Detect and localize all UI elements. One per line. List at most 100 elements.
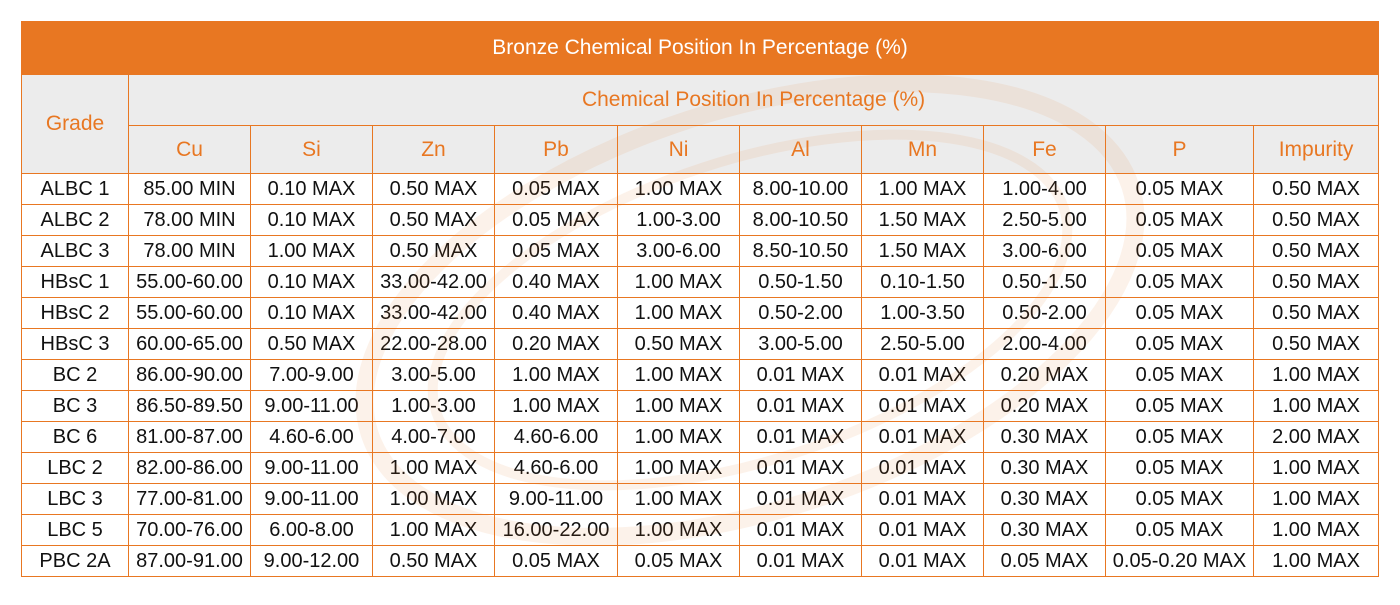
value-cell: 60.00-65.00 [128,328,251,360]
value-cell: 1.00 MAX [1252,545,1380,577]
grade-cell: HBsC 2 [21,297,129,329]
value-cell: 8.50-10.50 [739,235,862,267]
value-cell: 0.50 MAX [1252,204,1380,236]
table-row: LBC 5 70.00-76.00 6.00-8.00 1.00 MAX 16.00-2… [21,514,1380,546]
value-cell: 4.00-7.00 [372,421,495,453]
value-cell: 0.05 MAX [494,204,618,236]
grade-cell: ALBC 3 [21,235,129,267]
value-cell: 82.00-86.00 [128,452,251,484]
column-header-impurity: Impurity [1252,125,1380,174]
value-cell: 1.00 MAX [1252,514,1380,546]
value-cell: 2.00-4.00 [983,328,1106,360]
value-cell: 0.50 MAX [1252,297,1380,329]
value-cell: 0.50 MAX [617,328,740,360]
value-cell: 1.50 MAX [861,235,984,267]
value-cell: 2.50-5.00 [861,328,984,360]
value-cell: 1.00 MAX [617,514,740,546]
value-cell: 3.00-5.00 [739,328,862,360]
table-row: BC 2 86.00-90.00 7.00-9.00 3.00-5.00 1.00 MA… [21,359,1380,391]
value-cell: 0.10 MAX [250,204,373,236]
grade-cell: LBC 5 [21,514,129,546]
value-cell: 1.00-3.50 [861,297,984,329]
value-cell: 0.05 MAX [1105,204,1254,236]
value-cell: 1.00 MAX [861,173,984,205]
value-cell: 1.00 MAX [617,421,740,453]
column-header-fe: Fe [983,125,1106,174]
value-cell: 0.50 MAX [372,173,495,205]
value-cell: 1.00 MAX [617,266,740,298]
value-cell: 0.05 MAX [1105,235,1254,267]
value-cell: 0.05 MAX [1105,173,1254,205]
value-cell: 0.01 MAX [739,514,862,546]
value-cell: 1.00 MAX [617,452,740,484]
value-cell: 0.05 MAX [494,173,618,205]
value-cell: 9.00-11.00 [250,483,373,515]
grade-cell: BC 3 [21,390,129,422]
value-cell: 9.00-11.00 [494,483,618,515]
column-header-ni: Ni [617,125,740,174]
value-cell: 0.05 MAX [1105,328,1254,360]
bronze-table-container: Bronze Chemical Position In Percentage (… [20,21,1380,577]
grade-cell: PBC 2A [21,545,129,577]
value-cell: 1.00-3.00 [372,390,495,422]
value-cell: 7.00-9.00 [250,359,373,391]
value-cell: 0.10 MAX [250,297,373,329]
value-cell: 8.00-10.00 [739,173,862,205]
value-cell: 0.50-1.50 [983,266,1106,298]
value-cell: 1.00 MAX [617,390,740,422]
value-cell: 4.60-6.00 [494,421,618,453]
value-cell: 1.50 MAX [861,204,984,236]
value-cell: 77.00-81.00 [128,483,251,515]
value-cell: 3.00-5.00 [372,359,495,391]
table-title: Bronze Chemical Position In Percentage (… [20,21,1380,75]
value-cell: 0.05 MAX [494,545,618,577]
table-row: HBsC 1 55.00-60.00 0.10 MAX 33.00-42.00 0.40… [21,266,1380,298]
value-cell: 9.00-11.00 [250,452,373,484]
value-cell: 0.05 MAX [1105,359,1254,391]
value-cell: 0.05 MAX [1105,514,1254,546]
value-cell: 0.01 MAX [739,545,862,577]
value-cell: 0.01 MAX [861,545,984,577]
value-cell: 0.30 MAX [983,452,1106,484]
bronze-composition-table: Bronze Chemical Position In Percentage (… [20,21,1380,577]
grade-cell: HBsC 1 [21,266,129,298]
value-cell: 0.50 MAX [1252,266,1380,298]
table-row: BC 3 86.50-89.50 9.00-11.00 1.00-3.00 1.00 M… [21,390,1380,422]
column-header-si: Si [250,125,373,174]
value-cell: 0.05 MAX [1105,390,1254,422]
value-cell: 0.50 MAX [1252,173,1380,205]
value-cell: 9.00-12.00 [250,545,373,577]
grade-cell: ALBC 2 [21,204,129,236]
value-cell: 0.01 MAX [739,483,862,515]
table-row: HBsC 3 60.00-65.00 0.50 MAX 22.00-28.00 0.20… [21,328,1380,360]
value-cell: 0.05 MAX [983,545,1106,577]
value-cell: 33.00-42.00 [372,266,495,298]
value-cell: 0.20 MAX [494,328,618,360]
column-header-zn: Zn [372,125,495,174]
value-cell: 8.00-10.50 [739,204,862,236]
value-cell: 4.60-6.00 [250,421,373,453]
value-cell: 86.00-90.00 [128,359,251,391]
value-cell: 33.00-42.00 [372,297,495,329]
value-cell: 0.05 MAX [1105,266,1254,298]
value-cell: 1.00 MAX [1252,390,1380,422]
table-row: ALBC 1 85.00 MIN 0.10 MAX 0.50 MAX 0.05 MAX 1… [21,173,1380,205]
value-cell: 0.05 MAX [617,545,740,577]
value-cell: 16.00-22.00 [494,514,618,546]
value-cell: 2.50-5.00 [983,204,1106,236]
grade-cell: HBsC 3 [21,328,129,360]
value-cell: 81.00-87.00 [128,421,251,453]
value-cell: 55.00-60.00 [128,266,251,298]
value-cell: 0.50-2.00 [739,297,862,329]
column-header-p: P [1105,125,1254,174]
value-cell: 0.01 MAX [861,359,984,391]
value-cell: 1.00 MAX [494,390,618,422]
value-cell: 78.00 MIN [128,235,251,267]
value-cell: 9.00-11.00 [250,390,373,422]
chemical-group-header: Chemical Position In Percentage (%) [127,74,1380,126]
value-cell: 87.00-91.00 [128,545,251,577]
value-cell: 1.00 MAX [372,483,495,515]
table-row: LBC 2 82.00-86.00 9.00-11.00 1.00 MAX 4.60-6… [21,452,1380,484]
value-cell: 3.00-6.00 [617,235,740,267]
value-cell: 1.00 MAX [250,235,373,267]
